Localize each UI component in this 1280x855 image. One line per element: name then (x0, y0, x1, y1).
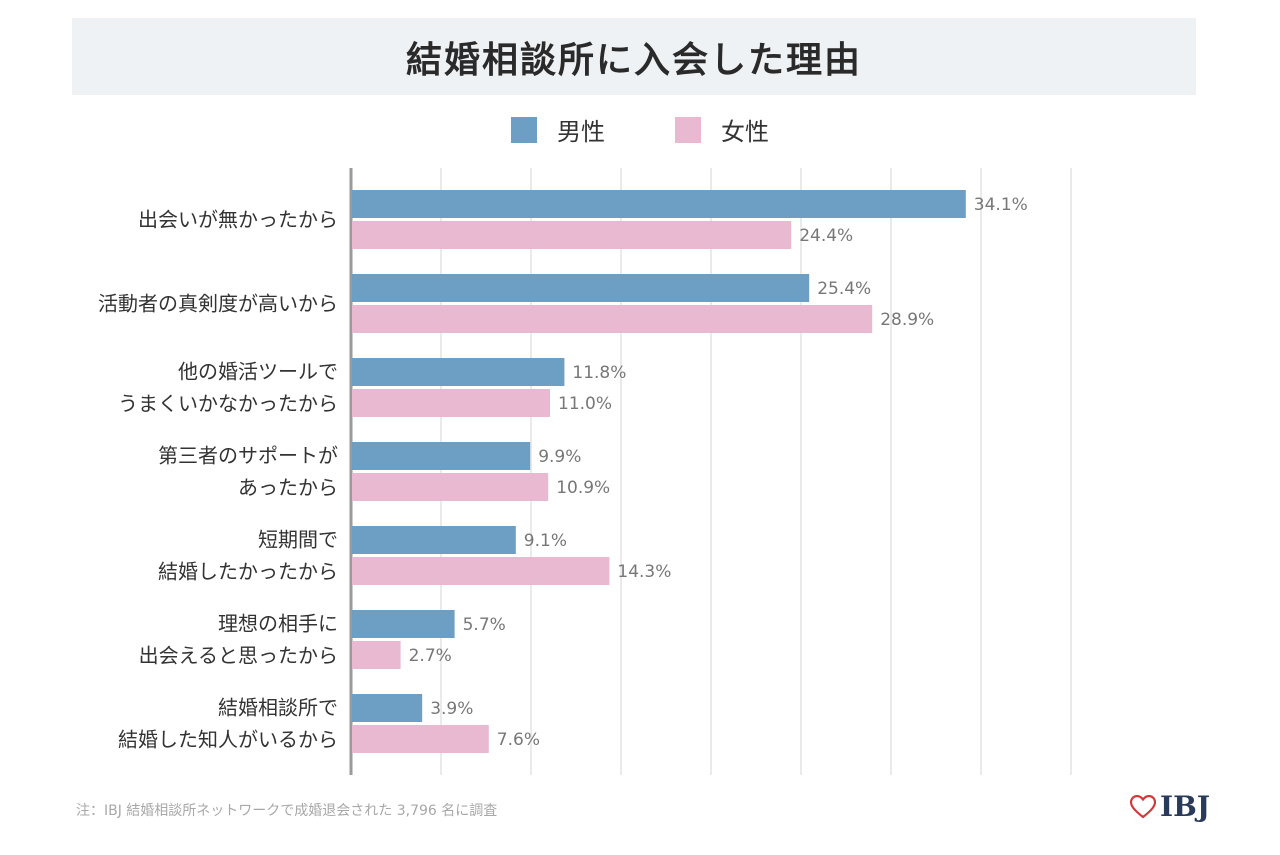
category-label: 結婚相談所で (218, 696, 338, 720)
category-label: 出会いが無かったから (138, 208, 338, 232)
logo-text: IBJ (1160, 790, 1211, 823)
category-label: あったから (238, 476, 338, 500)
data-label: 2.7% (409, 646, 452, 666)
category-label: 結婚したかったから (158, 560, 338, 584)
bar-male (352, 694, 423, 722)
category-label: 理想の相手に (218, 612, 338, 636)
legend-item-female: 女性 (675, 112, 769, 147)
data-label: 7.6% (497, 730, 540, 750)
legend-label-female: 女性 (721, 118, 769, 146)
data-label: 14.3% (617, 562, 671, 582)
data-label: 28.9% (880, 310, 934, 330)
category-label: 他の婚活ツールで (178, 360, 338, 384)
legend-item-male: 男性 (511, 112, 605, 147)
bar-female (352, 389, 550, 417)
bar-male (352, 610, 455, 638)
bar-female (352, 557, 610, 585)
bar-female (352, 221, 792, 249)
legend-swatch-male (511, 116, 537, 143)
heart-icon (1130, 794, 1156, 818)
data-label: 11.0% (558, 394, 612, 414)
legend-label-male: 男性 (557, 118, 605, 146)
data-label: 24.4% (799, 226, 853, 246)
title-banner: 結婚相談所に入会した理由 (72, 18, 1196, 95)
data-label: 25.4% (817, 279, 871, 299)
bar-female (352, 725, 489, 753)
legend-swatch-female (675, 116, 701, 143)
data-label: 5.7% (463, 615, 506, 635)
footnote: 注：IBJ 結婚相談所ネットワークで成婚退会された 3,796 名に調査 (76, 803, 498, 819)
data-label: 9.1% (524, 531, 567, 551)
category-label: 出会えると思ったから (139, 644, 338, 668)
category-label: 短期間で (258, 528, 338, 552)
bar-male (352, 442, 531, 470)
bar-male (352, 358, 565, 386)
bar-female (352, 641, 401, 669)
category-label: 第三者のサポートが (158, 444, 338, 468)
category-label: 結婚した知人がいるから (118, 728, 338, 752)
data-label: 10.9% (556, 478, 610, 498)
chart-title: 結婚相談所に入会した理由 (405, 39, 862, 81)
data-label: 3.9% (430, 699, 473, 719)
bar-female (352, 305, 873, 333)
ibj-logo: IBJ (1130, 790, 1210, 823)
bar-male (352, 526, 516, 554)
category-label: 活動者の真剣度が高いから (98, 292, 338, 316)
bar-female (352, 473, 549, 501)
data-label: 34.1% (974, 195, 1028, 215)
bar-male (352, 190, 966, 218)
data-label: 11.8% (572, 363, 626, 383)
legend: 男性 女性 (0, 112, 1280, 147)
bar-male (352, 274, 810, 302)
category-label: うまくいかなかったから (118, 392, 338, 416)
data-label: 9.9% (538, 447, 581, 467)
